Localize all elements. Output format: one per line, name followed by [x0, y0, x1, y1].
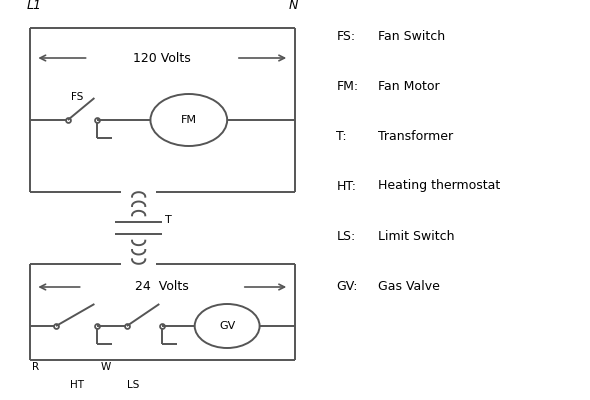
Text: HT:: HT: [336, 180, 356, 192]
Text: L1: L1 [27, 0, 41, 12]
Text: R: R [32, 362, 40, 372]
Text: T: T [165, 215, 172, 225]
Text: GV:: GV: [336, 280, 358, 292]
Text: LS:: LS: [336, 230, 356, 242]
Text: FM:: FM: [336, 80, 358, 92]
Text: 24  Volts: 24 Volts [135, 280, 189, 294]
Text: Heating thermostat: Heating thermostat [378, 180, 500, 192]
Text: 120 Volts: 120 Volts [133, 52, 191, 64]
Text: T:: T: [336, 130, 347, 142]
Text: LS: LS [127, 380, 139, 390]
Text: N: N [289, 0, 298, 12]
Text: HT: HT [70, 380, 84, 390]
Text: W: W [100, 362, 110, 372]
Text: Fan Switch: Fan Switch [378, 30, 445, 42]
Text: Transformer: Transformer [378, 130, 453, 142]
Text: FS: FS [71, 92, 83, 102]
Text: GV: GV [219, 321, 235, 331]
Text: Gas Valve: Gas Valve [378, 280, 440, 292]
Text: FM: FM [181, 115, 197, 125]
Text: FS:: FS: [336, 30, 355, 42]
Text: Limit Switch: Limit Switch [378, 230, 454, 242]
Text: Fan Motor: Fan Motor [378, 80, 439, 92]
